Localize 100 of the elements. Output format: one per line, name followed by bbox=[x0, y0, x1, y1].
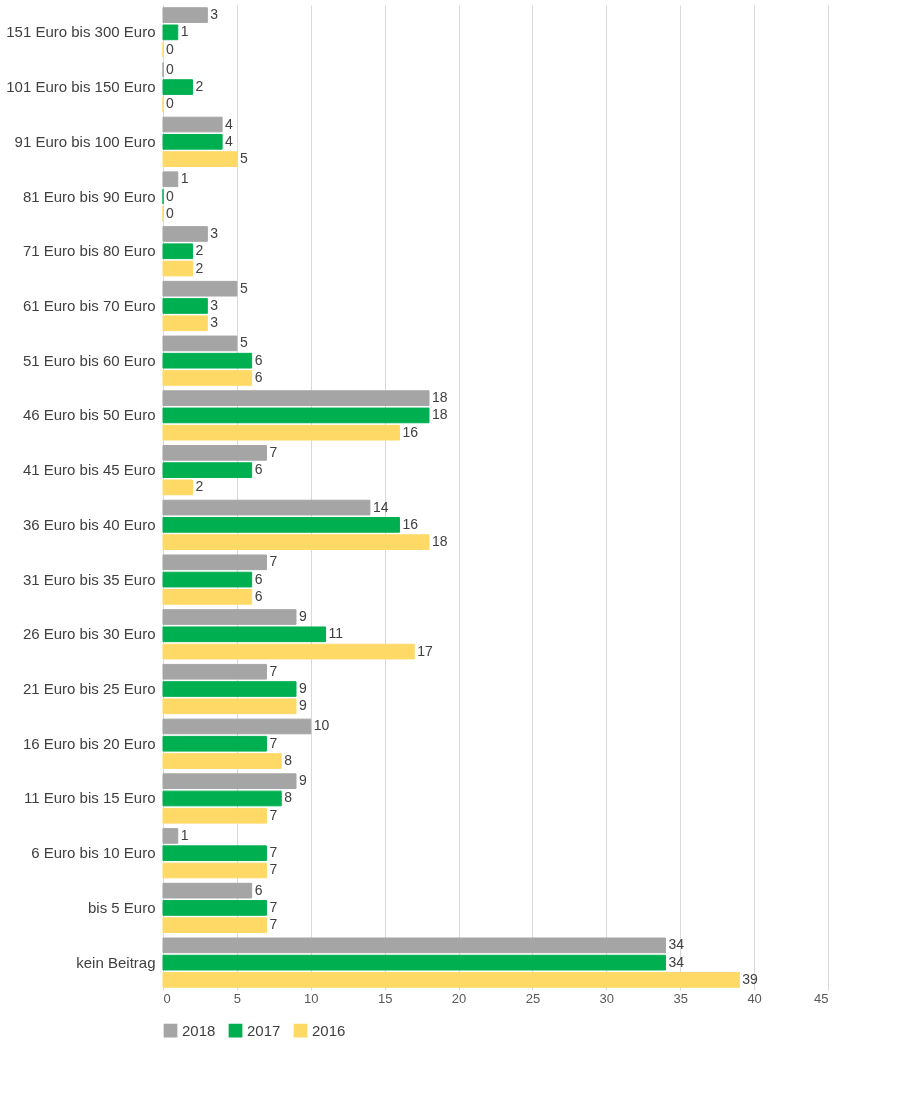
bar bbox=[162, 663, 267, 680]
legend-label: 2018 bbox=[182, 1021, 216, 1039]
bar bbox=[162, 445, 267, 461]
bar bbox=[162, 882, 253, 899]
y-tick-label: 51 Euro bis 60 Euro bbox=[22, 351, 156, 369]
bar bbox=[162, 589, 253, 605]
bar bbox=[162, 773, 297, 790]
data-label: 7 bbox=[269, 443, 278, 460]
data-label: 1 bbox=[180, 170, 189, 187]
legend-label: 2016 bbox=[312, 1021, 346, 1039]
x-tick-label: 45 bbox=[814, 990, 829, 1006]
bar bbox=[162, 462, 253, 478]
x-tick-label: 25 bbox=[525, 990, 541, 1006]
bar bbox=[162, 7, 208, 23]
bar bbox=[162, 681, 297, 697]
data-label: 7 bbox=[269, 662, 278, 679]
bar bbox=[162, 280, 238, 297]
y-tick-label: 16 Euro bis 20 Euro bbox=[22, 734, 156, 752]
y-tick-label: 61 Euro bis 70 Euro bbox=[22, 296, 156, 314]
y-tick-label: 46 Euro bis 50 Euro bbox=[22, 406, 156, 424]
data-label: 7 bbox=[269, 806, 278, 823]
bar bbox=[162, 243, 194, 260]
data-label: 1 bbox=[180, 826, 189, 843]
x-tick-label: 10 bbox=[304, 990, 319, 1006]
bar bbox=[162, 171, 179, 188]
data-label: 8 bbox=[284, 789, 293, 806]
bar bbox=[162, 151, 238, 167]
y-tick-label: 71 Euro bis 80 Euro bbox=[22, 242, 156, 260]
data-label: 10 bbox=[313, 717, 330, 734]
data-label: 2 bbox=[195, 78, 204, 95]
bar bbox=[162, 735, 267, 752]
y-tick-label: 81 Euro bis 90 Euro bbox=[22, 187, 156, 205]
data-label: 6 bbox=[254, 368, 263, 385]
y-tick-label: bis 5 Euro bbox=[87, 898, 156, 916]
y-tick-label: 6 Euro bis 10 Euro bbox=[31, 844, 156, 862]
bar bbox=[162, 845, 267, 862]
bar bbox=[162, 390, 430, 406]
bar bbox=[162, 352, 253, 369]
data-label: 4 bbox=[225, 115, 234, 132]
data-label: 7 bbox=[269, 734, 278, 751]
data-label: 0 bbox=[166, 40, 174, 57]
data-label: 0 bbox=[166, 204, 174, 221]
bar bbox=[162, 972, 740, 988]
data-label: 2 bbox=[195, 242, 204, 259]
y-tick-label: 36 Euro bis 40 Euro bbox=[22, 515, 156, 533]
y-tick-label: 21 Euro bis 25 Euro bbox=[22, 680, 156, 698]
data-label: 3 bbox=[210, 6, 219, 23]
bar bbox=[162, 643, 415, 660]
bar bbox=[162, 954, 666, 971]
data-label: 6 bbox=[254, 881, 263, 898]
data-label: 34 bbox=[668, 936, 685, 953]
data-label: 11 bbox=[328, 625, 344, 642]
data-label: 5 bbox=[239, 279, 248, 296]
data-label: 7 bbox=[269, 861, 278, 878]
data-label: 16 bbox=[402, 515, 419, 532]
y-tick-label: 151 Euro bis 300 Euro bbox=[6, 23, 156, 41]
bar bbox=[162, 407, 430, 424]
data-label: 6 bbox=[254, 351, 263, 368]
bar bbox=[162, 862, 267, 879]
data-label: 1 bbox=[180, 23, 189, 40]
bar bbox=[162, 517, 400, 533]
bar bbox=[162, 609, 297, 625]
data-label: 3 bbox=[210, 224, 219, 241]
data-label: 9 bbox=[299, 680, 307, 697]
bar bbox=[162, 116, 223, 133]
bar bbox=[162, 315, 208, 332]
bar bbox=[162, 937, 666, 954]
bar bbox=[162, 900, 267, 916]
bar bbox=[162, 260, 194, 277]
data-label: 34 bbox=[668, 953, 685, 970]
data-label: 2 bbox=[195, 259, 204, 276]
bar bbox=[162, 790, 282, 807]
bar bbox=[162, 554, 267, 571]
bar bbox=[162, 807, 267, 824]
data-label: 7 bbox=[269, 553, 278, 570]
y-tick-label: 91 Euro bis 100 Euro bbox=[14, 132, 156, 150]
y-tick-label: kein Beitrag bbox=[76, 953, 156, 971]
data-label: 18 bbox=[432, 389, 448, 406]
data-label: 0 bbox=[166, 187, 174, 204]
bar bbox=[162, 753, 282, 769]
bar bbox=[162, 499, 371, 516]
data-label: 4 bbox=[225, 132, 234, 149]
data-label: 5 bbox=[239, 334, 248, 351]
bar bbox=[162, 133, 223, 150]
bar bbox=[162, 335, 238, 352]
x-tick-label: 5 bbox=[233, 990, 242, 1006]
x-tick-label: 0 bbox=[163, 990, 171, 1006]
data-label: 7 bbox=[269, 898, 278, 915]
data-label: 6 bbox=[254, 461, 263, 478]
bar bbox=[162, 24, 179, 41]
data-label: 14 bbox=[372, 498, 389, 515]
data-label: 17 bbox=[417, 642, 434, 659]
bar bbox=[162, 424, 400, 441]
data-label: 6 bbox=[254, 587, 263, 604]
data-label: 9 bbox=[299, 697, 307, 714]
y-tick-label: 101 Euro bis 150 Euro bbox=[6, 78, 156, 96]
bar bbox=[162, 479, 194, 496]
data-label: 8 bbox=[284, 752, 293, 769]
data-label: 7 bbox=[269, 916, 278, 933]
data-label: 5 bbox=[239, 150, 248, 167]
